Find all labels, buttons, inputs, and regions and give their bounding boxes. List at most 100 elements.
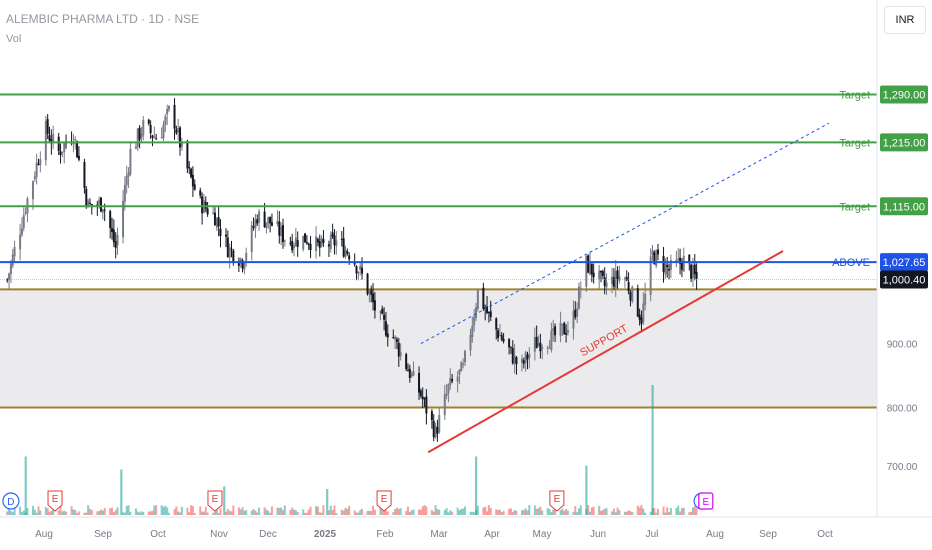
volume-bar [392,512,395,515]
candle-body [252,226,255,228]
volume-bar [484,506,487,515]
candle-body [296,240,299,247]
candle-body [475,307,478,318]
volume-bar [72,509,75,515]
candle-body [638,314,641,320]
candle-body [359,265,362,270]
volume-bar [245,510,248,515]
volume-bar [70,506,73,515]
volume-bar [690,511,693,515]
volume-bar [276,507,279,515]
volume-bar [269,512,272,515]
volume-bar [280,507,283,515]
volume-bar [166,507,169,515]
candle-body [500,334,503,340]
candle-body [631,286,634,302]
candle-body [164,116,167,125]
candle-body [283,240,286,242]
candle-body [397,342,400,357]
volume-bar [520,510,523,515]
candle-body [59,151,62,156]
candle-body [136,128,139,147]
volume-bar [129,511,132,515]
candle-body [305,242,308,244]
candle-body [24,212,27,214]
volume-bar [397,508,400,515]
candle-body [180,141,183,147]
volume-bar [522,509,525,515]
volume-spike [120,469,123,515]
candle-body [74,138,77,141]
currency-button[interactable]: INR [884,6,926,34]
volume-bar [309,506,312,515]
candle-body [96,204,99,206]
volume-bar [395,507,398,515]
volume-bar [44,506,47,515]
level-label: Target [839,137,870,149]
candle-body [103,209,106,211]
volume-bar [191,506,194,515]
candle-body [177,127,180,133]
volume-bar [340,509,343,515]
volume-bar [668,512,671,515]
volume-bar [399,508,402,515]
candle-body [394,336,397,340]
candle-body [447,384,450,394]
volume-bar [445,508,448,515]
volume-bar [592,506,595,515]
candle-body [101,209,104,213]
candle-body [563,322,566,335]
candle-body [550,330,553,351]
level-value: 1,290.00 [883,90,926,102]
volume-bar [267,510,270,515]
volume-bar [489,507,492,515]
volume-bar [636,505,639,515]
volume-bar [315,506,318,515]
volume-bar [112,512,115,515]
candle-body [188,167,191,169]
volume-bar [304,512,307,515]
candle-body [123,185,126,202]
candle-body [90,203,93,206]
x-tick-label: Oct [817,529,833,540]
candle-body [399,352,402,357]
level-label: Target [839,90,870,102]
earnings-letter: E [554,494,561,505]
candle-body [373,300,376,311]
candle-body [122,201,125,238]
volume-bar [379,507,382,515]
volume-bar [142,511,145,515]
candle-body [456,376,459,382]
volume-bar [122,512,125,515]
earnings-marker [549,490,565,512]
candle-body [682,255,685,272]
volume-bar [111,507,114,515]
y-tick-label: 800.00 [887,404,918,415]
level-value: 1,115.00 [883,201,925,213]
candle-body [129,148,132,175]
candle-body [142,120,145,136]
volume-bar [19,506,22,515]
volume-bar [688,512,691,515]
candle-body [590,263,593,275]
volume-bar [456,507,459,515]
volume-bar [601,509,604,515]
volume-bar [508,508,511,515]
candle-body [368,291,371,294]
volume-bar [366,510,369,515]
volume-bar [63,510,66,515]
volume-bar [83,512,86,515]
volume-bar [509,508,512,515]
candle-body [20,228,23,235]
candle-body [48,135,51,141]
volume-bar [327,510,330,515]
volume-bar [434,505,437,515]
volume-bar [90,510,93,515]
candle-body [302,235,305,250]
volume-bar [443,510,446,515]
candle-body [35,162,38,177]
volume-bar [679,511,682,515]
candle-body [114,241,117,248]
